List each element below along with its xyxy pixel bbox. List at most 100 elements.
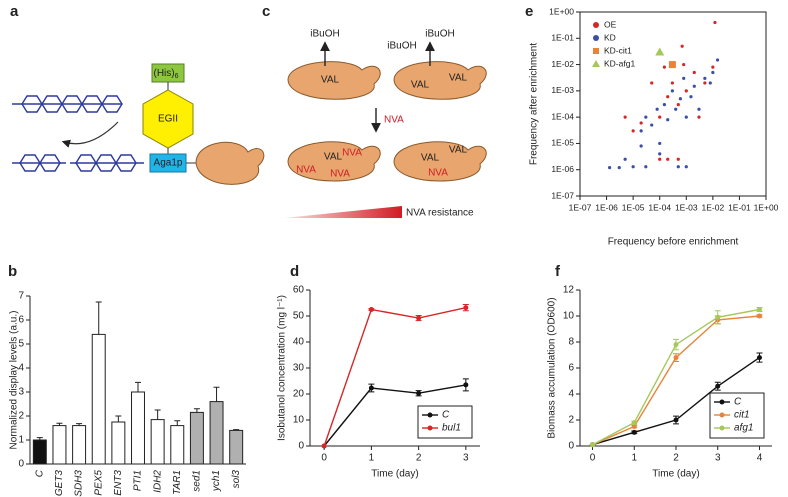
data-point	[756, 313, 762, 319]
data-point	[678, 97, 682, 101]
legend-label: cit1	[734, 410, 750, 421]
data-point	[673, 342, 679, 348]
data-point	[711, 65, 715, 69]
y-tick-label: 30	[293, 363, 305, 374]
legend-marker	[592, 60, 600, 67]
his-tag-label: (His)6	[153, 68, 178, 80]
data-point	[676, 103, 680, 107]
data-point	[416, 390, 422, 396]
data-point	[756, 307, 762, 312]
data-point	[639, 129, 643, 133]
y-tick-label: 2	[568, 415, 574, 426]
y-tick-label: 5	[18, 339, 24, 350]
legend-label: bul1	[442, 423, 461, 434]
data-point	[368, 307, 374, 312]
y-tick-label: 6	[568, 363, 574, 374]
resistance-gradient	[284, 206, 402, 218]
y-tick-label: 1	[18, 435, 24, 446]
data-point	[658, 152, 662, 156]
x-tick-label: 0	[321, 453, 327, 464]
error-bar	[95, 301, 102, 335]
data-point	[623, 157, 627, 161]
data-point	[711, 70, 715, 75]
data-point	[631, 165, 635, 169]
data-point	[676, 157, 680, 161]
y-tick-label: 4	[18, 363, 24, 374]
data-point	[644, 115, 648, 119]
data-point	[682, 76, 686, 80]
data-point	[655, 107, 659, 111]
x-tick-label: 1E-04	[648, 202, 671, 212]
panel-label: d	[290, 263, 299, 280]
legend-label: KD-cit1	[604, 45, 632, 55]
data-point	[668, 61, 676, 69]
val-label: VAL	[421, 153, 440, 164]
x-tick-label: 1E-07	[569, 202, 592, 212]
data-point	[662, 103, 666, 107]
data-point	[715, 58, 720, 62]
y-tick-label: 8	[568, 337, 574, 348]
legend-label: C	[442, 410, 450, 421]
y-tick-label: 50	[293, 311, 305, 322]
data-point	[708, 81, 712, 85]
data-point	[650, 123, 654, 127]
error-bar	[56, 422, 63, 426]
y-tick-label: 1E-06	[551, 164, 574, 174]
data-point	[639, 144, 643, 148]
his-tag-subscript: 6	[175, 73, 179, 80]
bar	[72, 425, 87, 465]
panel-label: f	[555, 263, 561, 280]
data-point	[368, 385, 374, 391]
bar	[170, 425, 185, 465]
legend-marker	[719, 399, 725, 405]
y-tick-label: 10	[563, 311, 575, 322]
data-point	[658, 141, 662, 146]
y-axis-label: Normalized display levels (a.u.)	[9, 311, 20, 450]
data-point	[617, 166, 621, 170]
anchor-label: Aga1p	[154, 158, 183, 169]
data-point	[673, 355, 679, 361]
data-point	[631, 129, 635, 133]
legend-marker	[593, 48, 599, 54]
plot-frame	[579, 11, 767, 197]
y-tick-label: 0	[568, 441, 574, 452]
bar	[229, 429, 244, 465]
error-bar	[115, 415, 122, 422]
data-point	[631, 420, 637, 426]
data-point	[703, 81, 707, 85]
data-point	[676, 165, 680, 169]
x-tick-label: 1	[631, 453, 637, 464]
x-axis-label: Time (day)	[371, 469, 418, 480]
data-point	[684, 89, 688, 93]
data-point	[682, 62, 686, 67]
error-bar	[213, 386, 220, 402]
legend-marker	[719, 412, 725, 418]
x-tick-label: PTI1	[133, 470, 144, 491]
x-tick-label: C	[34, 469, 45, 477]
data-point	[631, 429, 637, 435]
x-axis-label: Frequency before enrichment	[608, 237, 739, 248]
data-point	[715, 314, 721, 320]
data-point	[684, 165, 688, 169]
x-tick-label: 1E-05	[622, 202, 645, 212]
x-tick-label: 1E-02	[702, 202, 725, 212]
reaction-arrow	[61, 121, 119, 148]
x-tick-label: 2	[673, 453, 679, 464]
x-tick-label: PEX5	[93, 470, 104, 496]
data-point	[321, 443, 327, 449]
legend-label: C	[734, 397, 742, 408]
y-axis-label: Biomass accumulation (OD600)	[547, 297, 558, 438]
x-tick-label: 2	[416, 453, 422, 464]
data-point	[416, 315, 422, 321]
error-bar	[154, 409, 161, 420]
legend-marker	[719, 425, 725, 431]
y-tick-label: 60	[293, 285, 305, 296]
y-tick-label: 3	[18, 387, 24, 398]
product-label: iBuOH	[387, 41, 416, 52]
x-tick-label: 3	[715, 453, 721, 464]
gradient-label: NVA resistance	[406, 208, 474, 219]
x-tick-label: 1E-01	[728, 202, 751, 212]
data-point	[684, 115, 688, 119]
data-point	[670, 81, 674, 85]
